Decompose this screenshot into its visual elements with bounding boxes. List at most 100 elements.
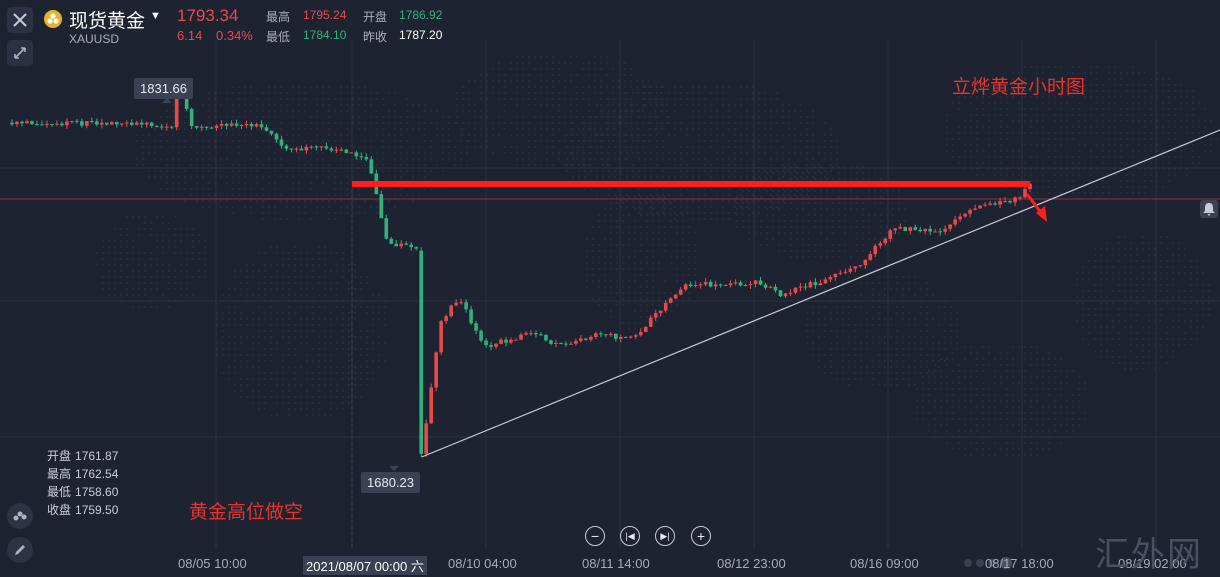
map-dot bbox=[234, 324, 236, 326]
map-dot bbox=[610, 232, 612, 234]
map-dot bbox=[154, 170, 156, 172]
map-dot bbox=[268, 122, 270, 124]
map-dot bbox=[600, 146, 602, 148]
map-dot bbox=[964, 406, 966, 408]
map-dot bbox=[1024, 144, 1026, 146]
map-dot bbox=[1012, 358, 1014, 360]
map-dot bbox=[922, 382, 924, 384]
map-dot bbox=[1148, 272, 1150, 274]
map-dot bbox=[590, 140, 592, 142]
map-dot bbox=[1130, 314, 1132, 316]
map-dot bbox=[274, 170, 276, 172]
map-dot bbox=[896, 306, 898, 308]
map-dot bbox=[312, 402, 314, 404]
map-dot bbox=[754, 220, 756, 222]
map-dot bbox=[820, 196, 822, 198]
candle-body bbox=[908, 227, 913, 232]
map-dot bbox=[628, 286, 630, 288]
map-dot bbox=[510, 80, 512, 82]
map-dot bbox=[754, 214, 756, 216]
map-dot bbox=[1160, 254, 1162, 256]
map-dot bbox=[138, 228, 140, 230]
map-dot bbox=[600, 92, 602, 94]
map-dot bbox=[608, 170, 610, 172]
map-dot bbox=[186, 252, 188, 254]
map-dot bbox=[340, 140, 342, 142]
map-dot bbox=[1174, 126, 1176, 128]
map-dot bbox=[406, 128, 408, 130]
map-dot bbox=[1130, 326, 1132, 328]
map-dot bbox=[958, 418, 960, 420]
map-dot bbox=[516, 104, 518, 106]
map-dot bbox=[640, 250, 642, 252]
map-dot bbox=[640, 310, 642, 312]
map-dot bbox=[174, 246, 176, 248]
map-dot bbox=[640, 286, 642, 288]
map-dot bbox=[674, 122, 676, 124]
map-dot bbox=[604, 238, 606, 240]
map-dot bbox=[640, 202, 642, 204]
map-dot bbox=[1054, 84, 1056, 86]
map-dot bbox=[232, 86, 234, 88]
map-dot bbox=[1006, 102, 1008, 104]
candle-body bbox=[449, 305, 453, 317]
map-dot bbox=[704, 200, 706, 202]
map-dot bbox=[160, 176, 162, 178]
map-dot bbox=[922, 394, 924, 396]
map-dot bbox=[788, 170, 790, 172]
map-dot bbox=[1144, 120, 1146, 122]
map-dot bbox=[252, 402, 254, 404]
candle-body bbox=[893, 228, 898, 231]
map-dot bbox=[136, 158, 138, 160]
map-dot bbox=[400, 140, 402, 142]
map-dot bbox=[890, 276, 892, 278]
map-dot bbox=[740, 158, 742, 160]
map-dot bbox=[192, 252, 194, 254]
map-dot bbox=[776, 158, 778, 160]
map-dot bbox=[252, 354, 254, 356]
map-dot bbox=[306, 306, 308, 308]
map-dot bbox=[1082, 320, 1084, 322]
map-dot bbox=[376, 164, 378, 166]
map-dot bbox=[1108, 150, 1110, 152]
map-dot bbox=[1180, 120, 1182, 122]
map-dot bbox=[988, 400, 990, 402]
map-dot bbox=[624, 62, 626, 64]
map-dot bbox=[528, 98, 530, 100]
map-dot bbox=[138, 234, 140, 236]
map-dot bbox=[838, 226, 840, 228]
map-dot bbox=[824, 336, 826, 338]
map-dot bbox=[598, 220, 600, 222]
map-dot bbox=[752, 146, 754, 148]
map-dot bbox=[162, 276, 164, 278]
map-dot bbox=[958, 388, 960, 390]
map-dot bbox=[970, 346, 972, 348]
map-dot bbox=[994, 376, 996, 378]
map-dot bbox=[336, 396, 338, 398]
map-dot bbox=[1216, 138, 1218, 140]
map-dot bbox=[204, 246, 206, 248]
map-dot bbox=[1136, 320, 1138, 322]
map-dot bbox=[280, 176, 282, 178]
map-dot bbox=[812, 158, 814, 160]
map-dot bbox=[784, 166, 786, 168]
candle-body bbox=[803, 286, 808, 288]
map-dot bbox=[808, 244, 810, 246]
map-dot bbox=[670, 208, 672, 210]
map-dot bbox=[1202, 290, 1204, 292]
map-dot bbox=[276, 342, 278, 344]
map-dot bbox=[172, 146, 174, 148]
map-dot bbox=[806, 164, 808, 166]
map-dot bbox=[592, 280, 594, 282]
map-dot bbox=[808, 256, 810, 258]
candle-body bbox=[683, 284, 688, 290]
map-dot bbox=[1084, 186, 1086, 188]
map-dot bbox=[610, 316, 612, 318]
map-dot bbox=[644, 140, 646, 142]
map-dot bbox=[316, 212, 318, 214]
map-dot bbox=[1090, 66, 1092, 68]
map-dot bbox=[618, 104, 620, 106]
map-dot bbox=[920, 312, 922, 314]
map-dot bbox=[778, 220, 780, 222]
